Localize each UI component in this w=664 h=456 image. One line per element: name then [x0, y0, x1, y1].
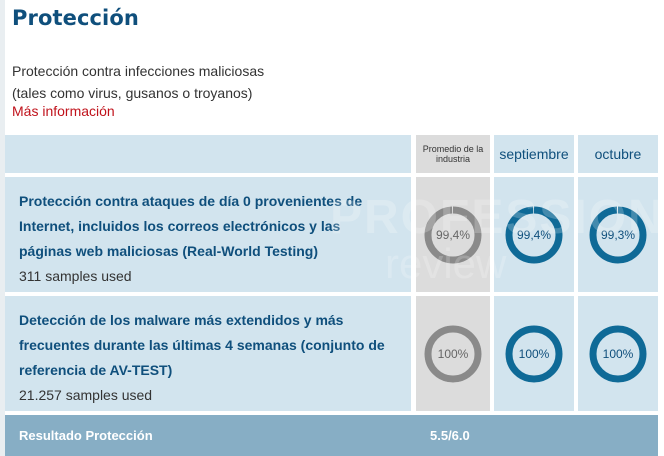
- score-ring-fill: [589, 325, 647, 382]
- score-ring: 99,4%: [503, 204, 565, 266]
- test-row-title: Protección contra ataques de día 0 prove…: [19, 193, 363, 259]
- left-border: [0, 0, 5, 456]
- score-cell-month-1: 100%: [494, 296, 574, 411]
- score-ring-fill: [589, 206, 647, 263]
- score-ring: 100%: [503, 323, 565, 385]
- column-header-industry-average: Promedio de la industria: [416, 135, 490, 173]
- score-value: 99,3%: [600, 227, 636, 242]
- description-line-1: Protección contra infecciones maliciosas: [12, 63, 265, 79]
- column-header-month-2: octubre: [578, 135, 658, 173]
- score-ring: 100%: [422, 323, 484, 385]
- more-info-link[interactable]: Más información: [12, 103, 115, 119]
- score-value: 99,4%: [516, 227, 552, 242]
- result-score: 5.5/6.0: [430, 428, 470, 443]
- score-ring-fill: [424, 206, 482, 263]
- header-spacer: [5, 135, 411, 173]
- result-bar: Resultado Protección 5.5/6.0: [5, 415, 658, 456]
- test-row-samples: 311 samples used: [19, 268, 132, 284]
- score-cell-month-2: 100%: [578, 296, 658, 411]
- score-ring: 99,3%: [587, 204, 649, 266]
- score-ring-graphic: [424, 325, 482, 382]
- score-cell-month-1: 99,4%: [494, 177, 574, 292]
- description-line-2: (tales como virus, gusanos o troyanos): [12, 85, 253, 101]
- score-ring-graphic: [424, 206, 482, 263]
- score-ring-graphic: [589, 325, 647, 382]
- section-description: Protección contra infecciones maliciosas…: [12, 60, 264, 104]
- result-label: Resultado Protección: [19, 428, 153, 443]
- test-row-title: Detección de los malware más extendidos …: [19, 312, 385, 378]
- score-cell-month-2: 99,3%: [578, 177, 658, 292]
- score-ring-fill: [505, 325, 563, 382]
- test-row-label: Protección contra ataques de día 0 prove…: [5, 177, 411, 292]
- score-value: 100%: [437, 346, 469, 361]
- score-value: 100%: [602, 346, 634, 361]
- score-value: 100%: [518, 346, 550, 361]
- score-cell-industry-average: 100%: [416, 296, 490, 411]
- test-row-label: Detección de los malware más extendidos …: [5, 296, 411, 411]
- score-ring: 100%: [587, 323, 649, 385]
- score-ring-graphic: [505, 206, 563, 263]
- score-value: 99,4%: [435, 227, 471, 242]
- score-ring: 99,4%: [422, 204, 484, 266]
- score-ring-graphic: [505, 325, 563, 382]
- test-row-samples: 21.257 samples used: [19, 387, 153, 403]
- score-cell-industry-average: 99,4%: [416, 177, 490, 292]
- score-ring-fill: [424, 325, 482, 382]
- score-ring-fill: [505, 206, 563, 263]
- column-header-month-1: septiembre: [494, 135, 574, 173]
- score-ring-graphic: [589, 206, 647, 263]
- page-title: Protección: [12, 6, 139, 30]
